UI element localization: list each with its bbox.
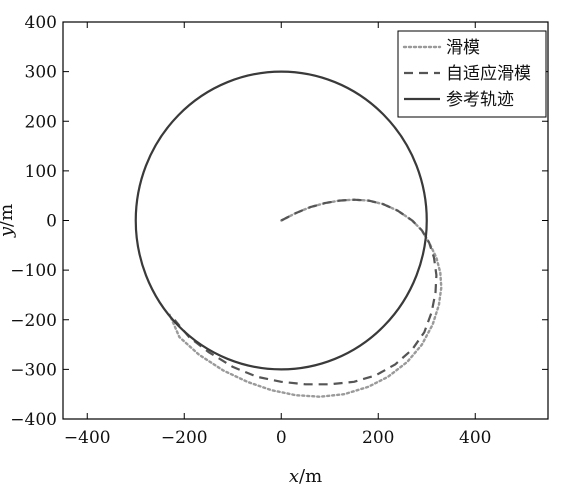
x-tick-label: 400 — [459, 428, 491, 448]
y-tick-label: −300 — [10, 360, 57, 380]
legend-label-sliding-mode: 滑模 — [446, 38, 480, 58]
legend-label-adaptive-sliding-mode: 自适应滑模 — [446, 64, 531, 84]
y-tick-label: 300 — [25, 63, 57, 83]
y-tick-label: 0 — [46, 212, 57, 232]
x-tick-label: −200 — [161, 428, 208, 448]
x-tick-label: 200 — [362, 428, 394, 448]
x-axis-label: x/m — [289, 466, 322, 487]
y-tick-label: −200 — [10, 311, 57, 331]
legend-label-reference-trajectory: 参考轨迹 — [446, 90, 514, 110]
axis-ticks: −400 −200 0 200 400 −400 −300 −200 −100 0 100 200 30… — [10, 13, 548, 448]
series-reference-trajectory — [134, 70, 428, 371]
series-adaptive-sliding-mode — [173, 198, 438, 386]
x-tick-label: −400 — [64, 428, 111, 448]
legend: 滑模 自适应滑模 参考轨迹 — [397, 30, 547, 118]
y-tick-label: −400 — [10, 410, 57, 430]
y-tick-label: −100 — [10, 261, 57, 281]
y-axis-label: y/m — [0, 204, 17, 238]
y-tick-label: 200 — [25, 112, 57, 132]
plot-area — [134, 70, 443, 398]
y-tick-label: 400 — [25, 13, 57, 33]
y-tick-label: 100 — [25, 162, 57, 182]
series-sliding-mode — [168, 198, 443, 398]
x-tick-label: 0 — [276, 428, 287, 448]
